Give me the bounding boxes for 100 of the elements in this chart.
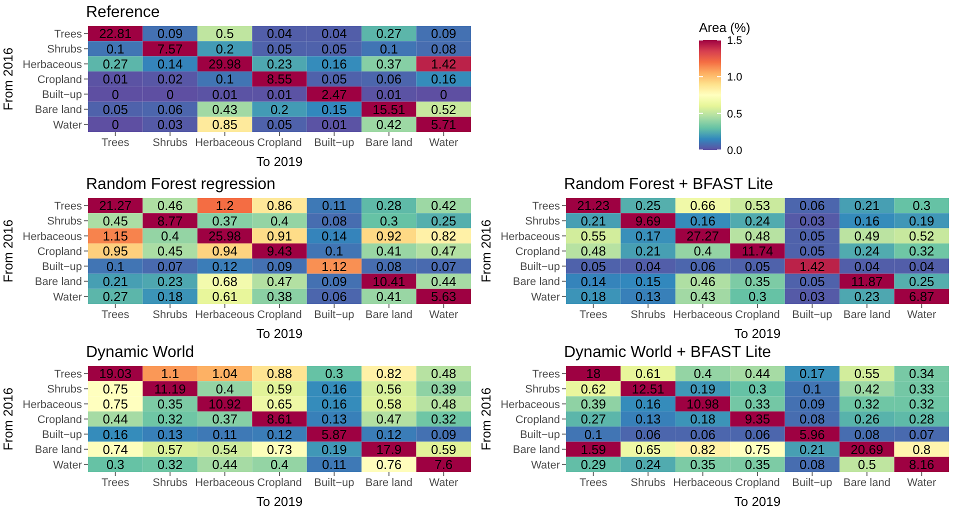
data-label: 0.1 [106,258,124,274]
data-label: 0.24 [744,213,770,228]
x-tick-label: Water [429,308,458,321]
chart-title: Dynamic World [86,344,194,362]
data-label: 0.05 [322,41,347,56]
data-label: 0.13 [635,289,661,304]
data-label: 0.25 [908,274,934,289]
data-label: 8.55 [266,72,292,87]
data-label: 0.06 [744,426,770,442]
data-label: 0.54 [212,442,238,457]
data-label: 0.33 [744,396,770,412]
data-label: 0.45 [157,244,183,259]
data-label: 0.85 [212,117,238,132]
y-tick-label: Herbaceous [22,398,82,411]
y-tick-label: Shrubs [47,216,82,228]
data-label: 0.5 [216,26,234,42]
data-label: 25.98 [208,228,242,244]
data-label: 10.41 [372,274,406,289]
data-label: 0.27 [102,56,128,72]
data-label: 0.74 [102,442,128,457]
data-label: 0.73 [266,442,292,457]
data-label: 1.42 [430,56,456,72]
data-label: 0.3 [748,381,767,396]
data-label: 0.16 [102,426,128,442]
data-label: 0.09 [430,26,456,42]
data-label: 15.51 [372,102,406,117]
data-label: 0.04 [266,26,292,42]
data-label: 0.2 [270,102,289,117]
data-label: 0.07 [157,258,183,274]
data-label: 0.07 [908,426,934,442]
x-tick-label: Trees [102,476,130,489]
y-tick-label: Herbaceous [500,398,560,411]
data-label: 21.23 [577,198,610,214]
data-label: 9.43 [266,244,292,259]
x-tick-label: Built−up [314,136,354,149]
data-label: 0.46 [157,198,183,214]
data-label: 11.19 [154,381,186,396]
data-label: 1.59 [580,442,606,457]
x-tick-label: Trees [580,308,608,321]
data-label: 0.41 [376,244,402,259]
data-label: 0.16 [322,381,347,396]
x-tick-label: Shrubs [630,308,666,321]
x-tick-label: Shrubs [152,136,188,149]
data-label: 0.28 [908,412,934,427]
data-label: 0.18 [157,289,183,304]
x-tick-label: Built−up [792,308,832,321]
data-label: 1.15 [102,228,128,244]
data-label: 0.13 [322,412,347,427]
data-label: 27.27 [686,228,720,244]
data-label: 0.14 [157,56,183,72]
x-axis-title: To 2019 [256,494,303,509]
data-label: 0.3 [325,366,344,382]
data-label: 0.32 [854,396,880,412]
x-tick-label: Bare land [843,308,890,321]
y-tick-label: Water [53,291,82,304]
data-label: 0.48 [430,366,456,382]
data-label: 0.32 [908,396,934,412]
x-tick-label: Cropland [257,308,302,321]
y-tick-label: Trees [54,368,82,380]
data-label: 0.37 [376,56,402,72]
x-tick-label: Water [429,476,458,489]
data-label: 0.82 [376,366,402,382]
data-label: 0.23 [266,56,292,72]
data-label: 0.47 [430,244,456,259]
data-label: 0.16 [854,213,880,228]
data-label: 0.25 [430,213,456,228]
data-label: 0.08 [854,426,880,442]
data-label: 2.47 [322,86,347,102]
x-tick-label: Cropland [735,308,780,321]
data-label: 0.88 [266,366,292,382]
y-tick-label: Cropland [37,414,82,426]
color-bar-title: Area (%) [699,20,750,35]
y-tick-label: Bare land [34,444,82,456]
data-label: 0.59 [430,442,456,457]
data-label: 0.23 [157,274,183,289]
data-label: 0.01 [212,86,238,102]
y-tick-label: Shrubs [525,384,560,396]
data-label: 9.35 [744,412,770,427]
y-tick-label: Water [53,119,82,132]
x-tick-label: Shrubs [152,476,188,489]
data-label: 0.01 [322,117,347,132]
data-label: 0.12 [212,258,238,274]
data-label: 0.4 [216,381,234,396]
data-label: 7.6 [434,457,453,472]
data-label: 10.92 [208,396,242,412]
data-label: 0.32 [908,244,934,259]
y-tick-label: Built−up [42,261,82,274]
x-tick-label: Herbaceous [195,136,255,149]
data-label: 0.35 [157,396,183,412]
data-label: 1.42 [800,258,825,274]
data-label: 0.05 [800,244,825,259]
y-tick-label: Bare land [512,276,560,288]
data-label: 0.91 [266,228,292,244]
data-label: 0.49 [854,228,880,244]
x-tick-label: Built−up [792,476,832,489]
data-label: 0.05 [744,258,770,274]
data-label: 8.16 [908,457,934,472]
x-axis-title: To 2019 [734,494,781,509]
y-tick-label: Cropland [515,414,560,426]
data-label: 0.68 [212,274,238,289]
